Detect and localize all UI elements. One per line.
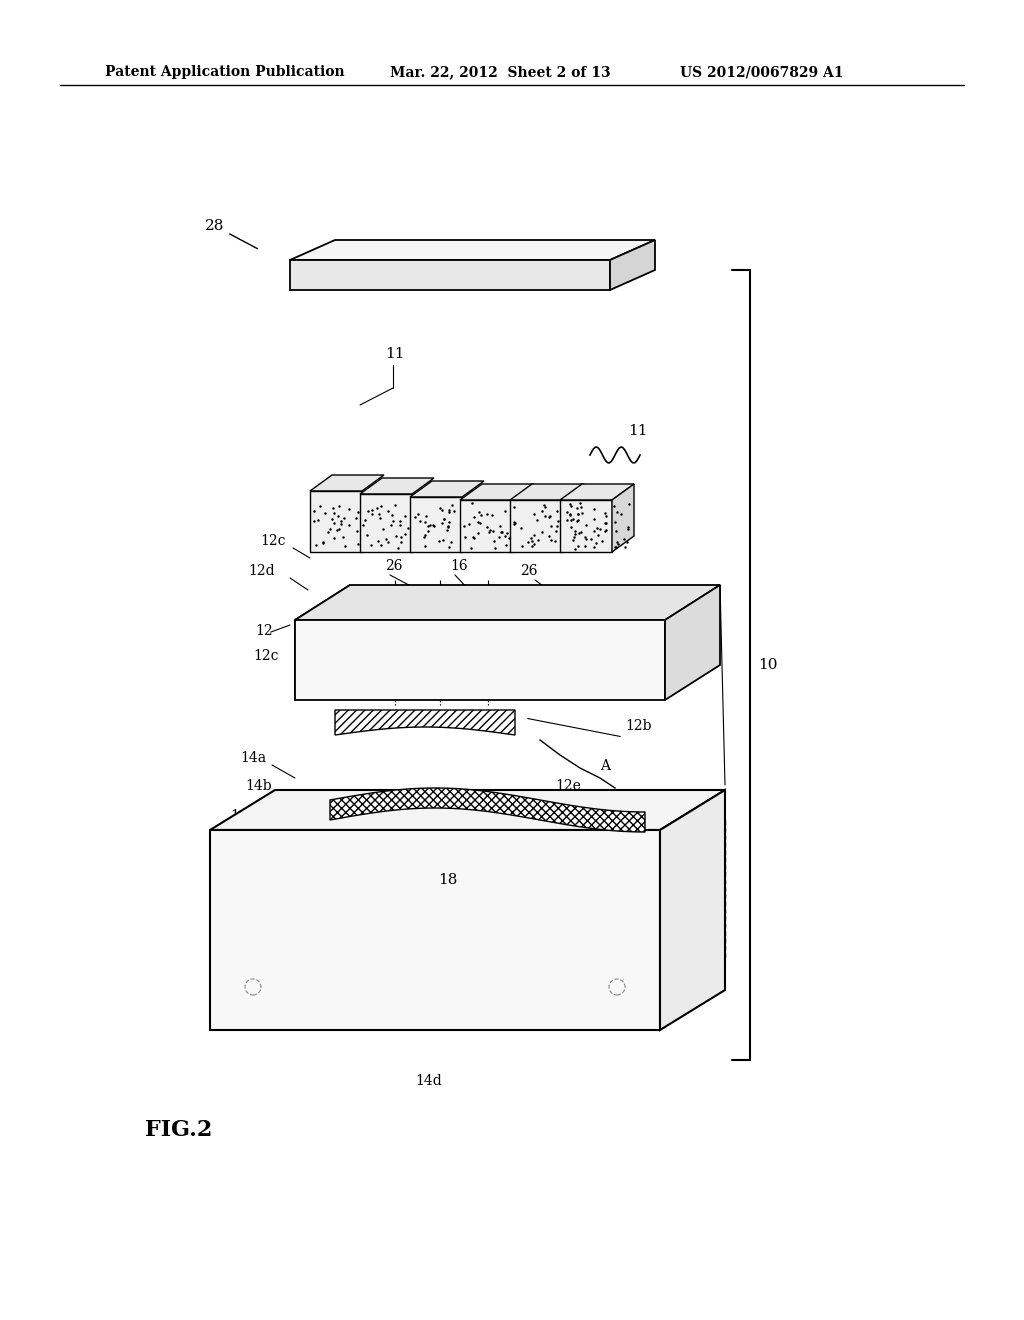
Polygon shape — [660, 789, 725, 1030]
Polygon shape — [210, 830, 660, 1030]
Text: A: A — [600, 759, 610, 774]
Text: 26: 26 — [385, 558, 402, 573]
Text: 28: 28 — [205, 219, 258, 248]
Polygon shape — [295, 620, 665, 700]
Polygon shape — [560, 500, 612, 552]
Polygon shape — [360, 478, 434, 494]
Polygon shape — [560, 484, 634, 500]
Text: 12e: 12e — [555, 779, 581, 793]
Text: 14a: 14a — [240, 751, 266, 766]
Polygon shape — [460, 500, 512, 552]
Polygon shape — [310, 491, 362, 552]
Text: 11: 11 — [628, 424, 647, 438]
Text: 14d: 14d — [415, 1074, 441, 1088]
Polygon shape — [610, 240, 655, 290]
Text: 14c: 14c — [630, 818, 655, 833]
Polygon shape — [295, 585, 350, 700]
Polygon shape — [335, 710, 515, 735]
Text: 12c: 12c — [253, 649, 279, 663]
Text: 18: 18 — [438, 873, 458, 887]
Polygon shape — [460, 484, 534, 500]
Polygon shape — [290, 260, 610, 290]
Text: 26: 26 — [520, 564, 538, 578]
Text: Mar. 22, 2012  Sheet 2 of 13: Mar. 22, 2012 Sheet 2 of 13 — [390, 65, 610, 79]
Text: 12d: 12d — [622, 639, 648, 653]
Text: 14c: 14c — [230, 809, 256, 822]
Text: 14: 14 — [225, 865, 243, 878]
Polygon shape — [612, 484, 634, 552]
Polygon shape — [665, 585, 720, 700]
Polygon shape — [310, 475, 384, 491]
Text: 12a: 12a — [650, 639, 676, 653]
Text: 12b: 12b — [625, 719, 651, 733]
Text: Patent Application Publication: Patent Application Publication — [105, 65, 345, 79]
Text: 10: 10 — [758, 657, 777, 672]
Polygon shape — [295, 585, 720, 620]
Polygon shape — [330, 788, 645, 832]
Text: 16: 16 — [450, 558, 468, 573]
Polygon shape — [210, 789, 725, 830]
Polygon shape — [290, 240, 655, 260]
Text: US 2012/0067829 A1: US 2012/0067829 A1 — [680, 65, 844, 79]
Text: FIG.2: FIG.2 — [145, 1119, 212, 1140]
Polygon shape — [510, 500, 562, 552]
Polygon shape — [360, 494, 412, 552]
Text: 12c: 12c — [260, 535, 286, 548]
Polygon shape — [410, 498, 462, 552]
Polygon shape — [562, 484, 584, 552]
Text: 11: 11 — [385, 347, 404, 360]
Text: 12d: 12d — [248, 564, 274, 578]
Polygon shape — [410, 480, 484, 498]
Text: 24: 24 — [655, 979, 673, 993]
Text: 14b: 14b — [245, 779, 271, 793]
Text: 12: 12 — [255, 624, 272, 638]
Polygon shape — [510, 484, 584, 500]
